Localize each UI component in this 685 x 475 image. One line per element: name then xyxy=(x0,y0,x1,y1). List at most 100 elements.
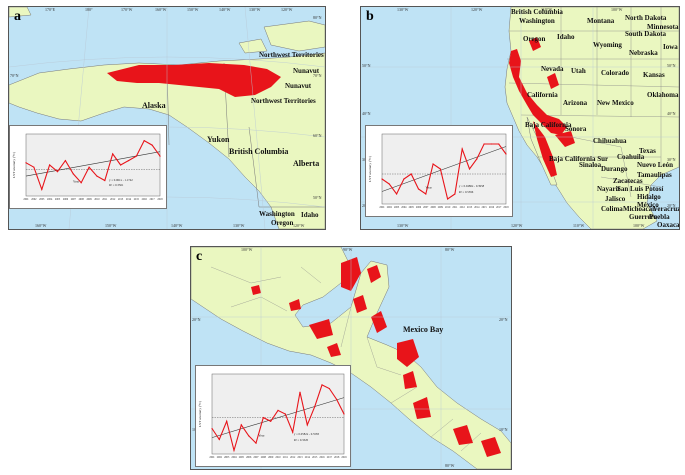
y-axis-label: LST anomaly (°C) xyxy=(12,151,16,178)
label-b-40: Oaxaca xyxy=(657,221,680,229)
data-point xyxy=(284,413,286,415)
tick-b-top-3: 100°W xyxy=(611,7,623,12)
data-point xyxy=(119,164,122,166)
x-tick-label: 2007 xyxy=(423,206,429,209)
plot-area xyxy=(211,373,345,455)
label-b-4: Minnesota xyxy=(647,23,679,31)
x-tick-label: 2006 xyxy=(63,198,69,201)
label-b-10: Iowa xyxy=(663,43,678,51)
label-a-10: Oregon xyxy=(271,219,294,227)
data-point xyxy=(388,183,390,185)
data-point xyxy=(80,182,82,184)
x-tick-label: 2007 xyxy=(71,198,77,201)
x-tick-label: 2014 xyxy=(305,456,311,459)
data-point xyxy=(127,159,130,162)
tick-b-right-1: 40°N xyxy=(667,111,676,116)
x-tick-label: 2017 xyxy=(150,198,156,201)
x-tick-label: 2001 xyxy=(379,206,385,209)
data-point xyxy=(41,188,43,190)
label-b-31: Nayarit xyxy=(597,185,620,193)
label-b-1: Washington xyxy=(519,17,555,25)
x-tick-label: 2018 xyxy=(334,456,340,459)
x-tick-label: 2011 xyxy=(102,198,108,201)
x-tick-label: 2016 xyxy=(142,198,148,201)
tick-a-top-6: 130°W xyxy=(249,7,261,12)
y-axis-label: LST anomaly (°C) xyxy=(198,400,202,427)
label-b-36: México xyxy=(637,201,659,209)
x-tick-label: 2001 xyxy=(209,456,215,459)
x-tick-label: 2009 xyxy=(268,456,274,459)
tick-a-left-0: 70°N xyxy=(10,73,19,78)
data-point xyxy=(112,153,114,155)
chart-b-svg: 2001 2002 2003 2004 2005 2006 2007 2008 2009 2010… xyxy=(368,133,509,209)
data-point xyxy=(395,193,398,195)
tick-b-top-1: 120°W xyxy=(471,7,483,12)
x-tick-label: 2009 xyxy=(438,206,444,209)
trend-equation: y = 0.0582x - 0.5583 xyxy=(294,432,320,436)
tick-a-top-0: 170°E xyxy=(45,7,56,12)
tick-a-bot-0: 160°W xyxy=(35,223,47,228)
map-a-red-region xyxy=(107,63,281,97)
x-tick-label: 2003 xyxy=(394,206,400,209)
map-panel-b: b British Columbia Washington Montana No… xyxy=(360,6,680,230)
x-tick-label: 2006 xyxy=(416,206,422,209)
x-tick-label: 2014 xyxy=(474,206,480,209)
x-tick-label: 2003 xyxy=(224,456,230,459)
label-b-21: Chihuahua xyxy=(593,137,627,145)
trend-line xyxy=(381,146,507,192)
x-tick-label: 2016 xyxy=(489,206,495,209)
trend-r2: R² = 0.3561 xyxy=(109,183,124,187)
label-b-16: Arizona xyxy=(563,99,588,107)
trend-r2: R² = 0.3320 xyxy=(294,438,309,442)
label-b-34: Colima xyxy=(601,205,623,213)
label-b-37: Veracruz xyxy=(653,205,680,213)
x-tick-label: 2004 xyxy=(401,206,407,209)
data-point xyxy=(218,438,220,441)
data-point xyxy=(454,193,456,195)
x-axis-label: Year xyxy=(73,179,80,183)
data-point xyxy=(151,144,153,146)
data-point xyxy=(321,384,323,386)
panel-a-letter: a xyxy=(14,9,21,24)
x-tick-label: 2012 xyxy=(290,456,296,459)
tick-a-top-2: 170°W xyxy=(121,7,133,12)
label-a-7: Alberta xyxy=(293,159,320,168)
label-b-19: Baja California xyxy=(525,121,572,129)
data-point xyxy=(248,435,250,437)
series-line xyxy=(25,139,161,192)
x-tick-label: 2015 xyxy=(134,198,140,201)
data-point xyxy=(439,168,441,170)
data-point xyxy=(72,173,74,175)
data-point xyxy=(64,159,67,162)
x-tick-label: 2008 xyxy=(430,206,436,209)
tick-a-bot-1: 150°W xyxy=(105,223,117,228)
label-b-22: Texas xyxy=(639,147,656,155)
x-tick-label: 2005 xyxy=(55,198,61,201)
label-b-23: Baja California Sur xyxy=(549,155,609,163)
label-b-26: Durango xyxy=(601,165,628,173)
data-point xyxy=(328,387,330,390)
x-tick-label: 2008 xyxy=(79,198,85,201)
tick-a-top-1: 180° xyxy=(85,7,93,12)
label-b-18: Oklahoma xyxy=(647,91,679,99)
tick-a-right-1: 70°N xyxy=(313,73,322,78)
label-b-8: Wyoming xyxy=(593,41,622,49)
trend-equation: y = 0.0486x - 0.3958 xyxy=(459,184,485,188)
x-tick-label: 2003 xyxy=(39,198,45,201)
data-point xyxy=(233,449,235,451)
data-point xyxy=(483,143,485,145)
tick-a-bot-3: 130°W xyxy=(233,223,245,228)
inset-chart-a: 2001 2002 2003 2004 2005 2006 2007 2008 2009 2010… xyxy=(9,125,167,209)
label-b-29: Zacatecas xyxy=(613,177,643,185)
x-tick-label: 2005 xyxy=(239,456,245,459)
data-point xyxy=(461,148,463,150)
x-axis-label: Year xyxy=(258,433,265,437)
data-point xyxy=(490,143,493,145)
data-point xyxy=(432,163,434,165)
x-tick-label: 2006 xyxy=(246,456,252,459)
plot-area xyxy=(25,133,161,197)
x-tick-label: 2017 xyxy=(496,206,502,209)
tick-b-top-2: 110°W xyxy=(541,7,553,12)
data-point xyxy=(336,398,338,401)
x-tick-label: 2002 xyxy=(31,198,37,201)
